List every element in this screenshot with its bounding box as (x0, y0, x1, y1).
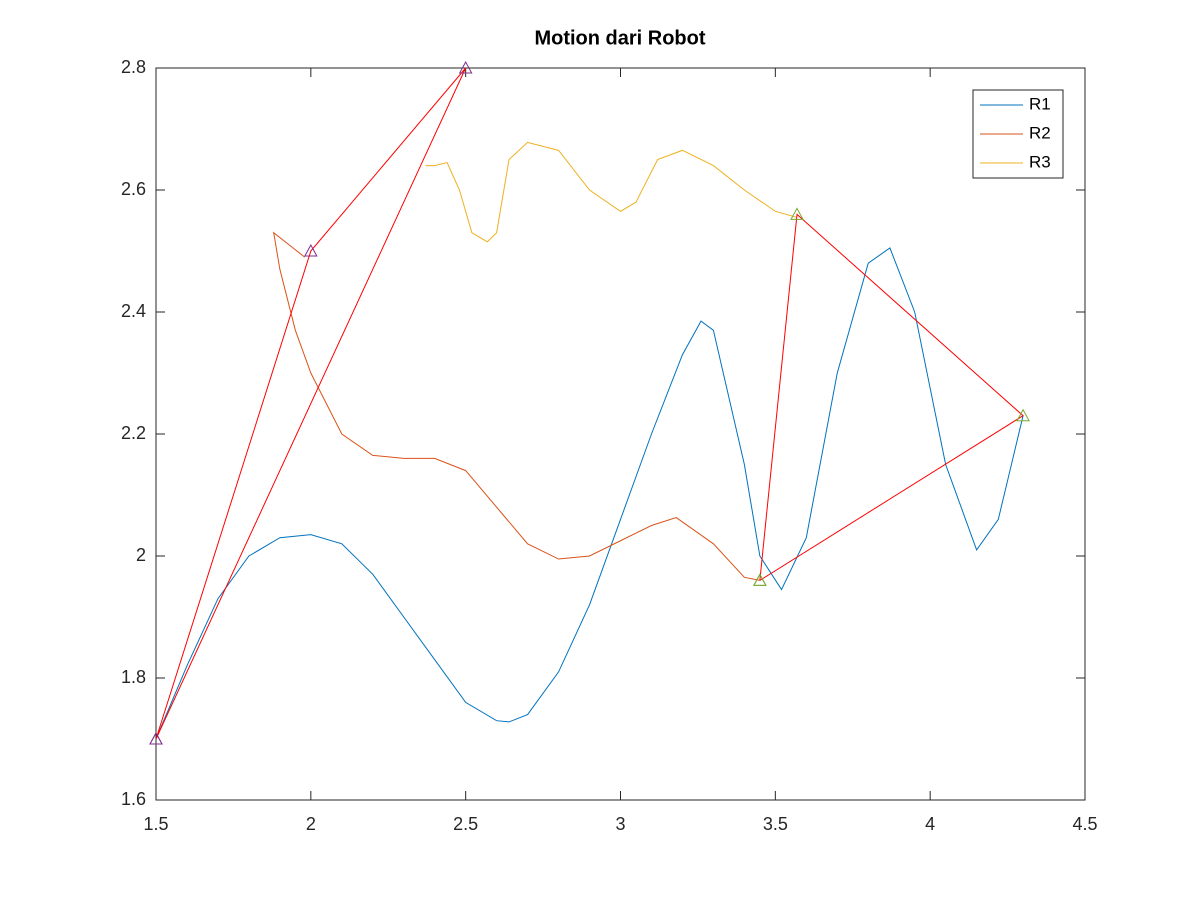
data-line (425, 141, 798, 243)
x-tick-label: 4.5 (1072, 814, 1097, 834)
data-line (155, 247, 1024, 740)
legend-label: R3 (1029, 152, 1051, 171)
triangle-marker (790, 207, 804, 220)
triangle-marker (1016, 408, 1030, 422)
y-tick-label: 2 (136, 545, 146, 565)
y-tick-label: 1.6 (121, 789, 146, 809)
path-line (759, 213, 1024, 581)
y-tick-label: 2.4 (121, 301, 146, 321)
data-line (272, 231, 760, 581)
chart-title: Motion dari Robot (534, 27, 705, 49)
plot-area (155, 67, 1086, 801)
legend-label: R2 (1029, 123, 1051, 142)
legend-label: R1 (1029, 94, 1051, 113)
y-tick-label: 2.6 (121, 179, 146, 199)
x-tick-label: 1.5 (143, 814, 168, 834)
x-tick-label: 4 (925, 814, 935, 834)
triangle-marker (458, 60, 473, 74)
triangle-marker (753, 573, 767, 586)
x-tick-label: 2.5 (453, 814, 478, 834)
x-tick-label: 3 (615, 814, 625, 834)
y-tick-label: 1.8 (121, 667, 146, 687)
y-tick-label: 2.2 (121, 423, 146, 443)
path-line (155, 67, 467, 740)
y-tick-label: 2.8 (121, 57, 146, 77)
x-tick-label: 2 (306, 814, 316, 834)
triangle-marker (149, 731, 163, 745)
legend: R1 R2 R3 (972, 89, 1064, 179)
triangle-marker (303, 243, 318, 257)
x-tick-label: 3.5 (763, 814, 788, 834)
